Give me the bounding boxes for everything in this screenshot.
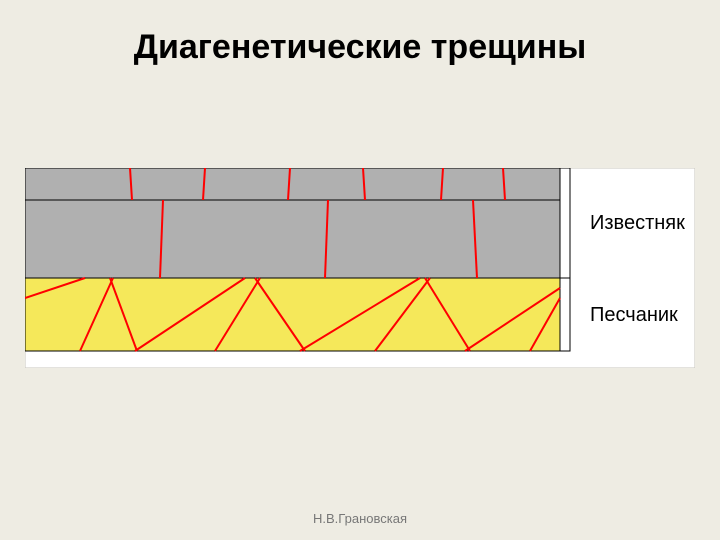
label-sandstone: Песчаник xyxy=(590,304,678,327)
page-title: Диагенетические трещины xyxy=(0,0,720,67)
label-limestone: Известняк xyxy=(590,212,685,235)
footer-author: Н.В.Грановская xyxy=(0,511,720,526)
geologic-diagram xyxy=(25,168,695,368)
diagram-container: Известняк Песчаник xyxy=(25,168,695,368)
